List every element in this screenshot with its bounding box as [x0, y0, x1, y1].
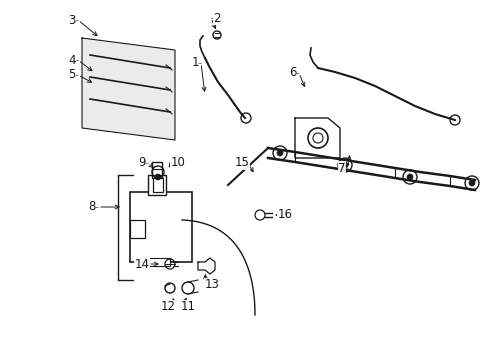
- Text: 1: 1: [191, 57, 198, 69]
- Text: 3: 3: [68, 13, 76, 27]
- Text: 15: 15: [234, 157, 249, 170]
- Circle shape: [155, 174, 161, 180]
- Circle shape: [468, 180, 474, 186]
- Bar: [130, 192, 192, 262]
- Text: 14: 14: [134, 257, 149, 270]
- Text: 7: 7: [338, 162, 345, 175]
- Bar: [152, 162, 162, 178]
- Polygon shape: [82, 38, 175, 140]
- Text: 10: 10: [170, 157, 185, 170]
- Circle shape: [402, 170, 416, 184]
- Text: 13: 13: [204, 279, 219, 292]
- Circle shape: [337, 158, 351, 172]
- Text: 9: 9: [138, 157, 145, 170]
- Bar: [153, 178, 163, 192]
- Circle shape: [272, 146, 286, 160]
- Text: 6: 6: [289, 67, 296, 80]
- Circle shape: [406, 174, 412, 180]
- Text: 4: 4: [68, 54, 76, 67]
- Text: 5: 5: [68, 68, 76, 81]
- Bar: [130, 220, 145, 238]
- Circle shape: [276, 150, 283, 156]
- Text: 8: 8: [88, 201, 96, 213]
- Text: 2: 2: [213, 12, 220, 24]
- Text: 12: 12: [160, 301, 175, 314]
- Bar: [148, 258, 170, 266]
- Text: 16: 16: [277, 208, 292, 221]
- Circle shape: [464, 176, 478, 190]
- Circle shape: [341, 162, 347, 168]
- Bar: [148, 175, 165, 195]
- Text: 11: 11: [180, 301, 195, 314]
